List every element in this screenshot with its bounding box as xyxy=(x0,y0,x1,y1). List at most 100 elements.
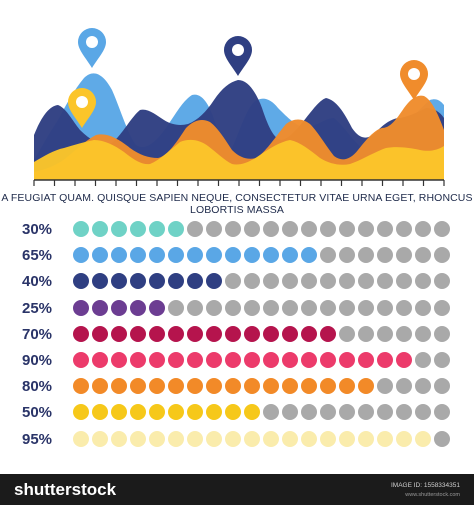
dot-filled xyxy=(149,430,165,447)
dot-filled xyxy=(187,378,203,395)
dot-filled xyxy=(130,430,146,447)
dot-filled xyxy=(206,378,222,395)
dot-filled xyxy=(168,247,184,264)
dot-filled xyxy=(244,430,260,447)
dot-filled xyxy=(301,378,317,395)
dot-empty xyxy=(396,404,412,421)
dot-filled xyxy=(320,325,336,342)
dot-empty xyxy=(434,247,450,264)
dot-filled xyxy=(263,378,279,395)
dot-empty xyxy=(263,299,279,316)
dot-filled xyxy=(225,352,241,368)
dot-filled xyxy=(73,325,89,342)
dot-filled xyxy=(225,378,241,395)
dot-filled xyxy=(339,378,355,395)
location-marker-yellow xyxy=(68,88,96,128)
dot-filled xyxy=(149,404,165,421)
dot-filled xyxy=(206,430,222,447)
dot-filled xyxy=(358,430,374,447)
dot-filled xyxy=(111,273,127,290)
dot-filled xyxy=(244,325,260,342)
dot-row: 70% xyxy=(0,323,474,345)
dot-empty xyxy=(434,273,450,290)
dot-empty xyxy=(301,221,317,237)
dot-filled xyxy=(396,430,412,447)
dot-filled xyxy=(92,273,108,290)
dot-filled xyxy=(301,247,317,264)
wave-series-orange xyxy=(34,95,444,180)
footer-logo: shutterstock xyxy=(14,480,117,499)
dot-filled xyxy=(282,352,298,368)
dot-filled xyxy=(149,247,165,264)
dot-filled xyxy=(358,352,374,368)
dot-empty xyxy=(282,221,298,237)
dot-empty xyxy=(301,273,317,290)
dot-empty xyxy=(396,299,412,316)
dot-filled xyxy=(130,247,146,264)
dot-empty xyxy=(434,378,450,395)
dot-empty xyxy=(339,404,355,421)
dot-filled xyxy=(263,325,279,342)
dot-filled xyxy=(130,325,146,342)
footer-image-id: IMAGE ID: 1558334351 xyxy=(390,482,460,489)
dot-filled xyxy=(377,352,393,368)
dot-filled xyxy=(244,352,260,368)
footer-bar: shutterstock IMAGE ID: 1558334351 www.sh… xyxy=(0,474,474,505)
dot-filled xyxy=(320,430,336,447)
dot-row: 30% xyxy=(0,218,474,240)
dot-empty xyxy=(187,221,203,237)
location-marker-orange xyxy=(400,60,428,100)
dot-empty xyxy=(225,299,241,316)
dot-empty xyxy=(339,221,355,237)
dot-empty xyxy=(415,352,431,368)
row-percent-label: 65% xyxy=(22,247,53,265)
dot-empty xyxy=(320,247,336,264)
dot-filled xyxy=(149,273,165,290)
dot-empty xyxy=(377,299,393,316)
row-percent-label: 95% xyxy=(22,430,53,448)
dot-filled xyxy=(244,404,260,421)
dot-filled xyxy=(149,352,165,368)
dot-empty xyxy=(415,299,431,316)
dot-filled xyxy=(187,404,203,421)
row-percent-label: 40% xyxy=(22,273,53,291)
dot-filled xyxy=(263,430,279,447)
dot-empty xyxy=(301,404,317,421)
dot-empty xyxy=(377,325,393,342)
dot-empty xyxy=(415,273,431,290)
dot-filled xyxy=(111,247,127,264)
wave-area-chart xyxy=(33,28,445,186)
dot-filled xyxy=(187,352,203,368)
row-percent-label: 70% xyxy=(22,325,53,343)
dot-empty xyxy=(206,299,222,316)
dot-empty xyxy=(396,325,412,342)
dot-empty xyxy=(415,404,431,421)
dot-empty xyxy=(396,247,412,264)
dot-filled xyxy=(244,378,260,395)
row-percent-label: 80% xyxy=(22,378,53,396)
dot-filled xyxy=(168,273,184,290)
row-percent-label: 25% xyxy=(22,299,53,317)
dot-empty xyxy=(434,325,450,342)
dot-filled xyxy=(73,247,89,264)
dot-filled xyxy=(73,430,89,447)
dot-empty xyxy=(377,273,393,290)
dot-filled xyxy=(225,404,241,421)
dot-filled xyxy=(282,247,298,264)
dot-empty xyxy=(168,299,184,316)
dot-filled xyxy=(225,247,241,264)
dot-matrix-chart: 30% 65% 40% 25% 70% 90% 80% 50% 95% xyxy=(0,218,474,458)
dot-empty xyxy=(206,221,222,237)
dot-empty xyxy=(396,378,412,395)
dot-filled xyxy=(168,352,184,368)
dot-empty xyxy=(263,273,279,290)
dot-empty xyxy=(282,299,298,316)
dot-filled xyxy=(377,430,393,447)
dot-empty xyxy=(320,221,336,237)
dot-empty xyxy=(339,299,355,316)
location-marker-blue xyxy=(78,28,106,68)
dot-filled xyxy=(149,378,165,395)
dot-filled xyxy=(92,378,108,395)
dot-filled xyxy=(149,299,165,316)
dot-filled xyxy=(225,325,241,342)
